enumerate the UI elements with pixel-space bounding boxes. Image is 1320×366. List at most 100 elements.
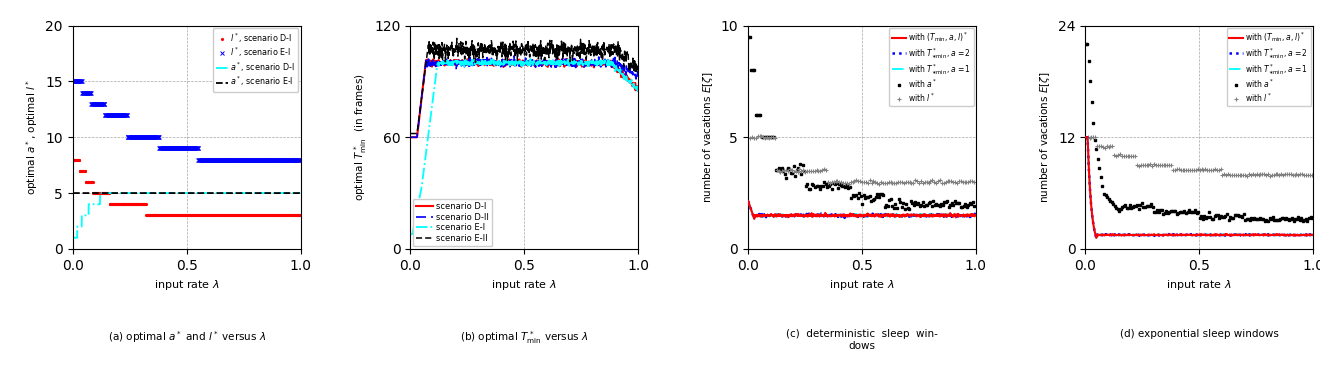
- with $T^*_{\ast\min}$, $a=2$: [1118, 232, 1134, 237]
- with $a^*$: [1286, 219, 1302, 224]
- Text: (a) optimal $a^*$ and $l^*$ versus $\lambda$: (a) optimal $a^*$ and $l^*$ versus $\lam…: [107, 329, 265, 345]
- $a^*$, scenario D-I: [92, 191, 108, 195]
- with $T^*_{\ast\min}$, $a=2$: [875, 213, 891, 217]
- with $T^*_{\ast\min}$, $a=1$: [799, 213, 814, 218]
- with $l^*$: [1239, 173, 1255, 178]
- $l^*$, scenario E-I: [251, 157, 267, 162]
- with $(T_{\min}, a, l)^*$: [1078, 135, 1094, 139]
- with $l^*$: [866, 179, 882, 183]
- with $T^*_{\ast\min}$, $a=2$: [912, 214, 928, 218]
- with $T^*_{\ast\min}$, $a=1$: [892, 214, 908, 218]
- with $a^*$: [1234, 214, 1250, 219]
- with $(T_{\min}, a, l)^*$: [1181, 233, 1197, 237]
- scenario E-I: [599, 60, 615, 64]
- scenario E-II: [417, 72, 433, 76]
- with $l^*$: [1205, 168, 1221, 172]
- Line: with $T^*_{\ast\min}$, $a=2$: with $T^*_{\ast\min}$, $a=2$: [1086, 137, 1313, 238]
- with $T^*_{\ast\min}$, $a=2$: [781, 214, 797, 219]
- $l^*$, scenario D-I: [65, 157, 81, 162]
- with $T^*_{\ast\min}$, $a=1$: [1137, 233, 1152, 237]
- $l^*$, scenario D-I: [139, 213, 154, 217]
- scenario D-I: [541, 61, 557, 66]
- with $T^*_{\ast\min}$, $a=2$: [892, 212, 908, 217]
- with $a^*$: [1167, 209, 1183, 213]
- with $T^*_{\ast\min}$, $a=1$: [968, 213, 983, 217]
- with $a^*$: [1205, 217, 1221, 221]
- Line: scenario E-I: scenario E-I: [411, 59, 638, 234]
- scenario E-II: [548, 45, 564, 50]
- $a^*$, scenario D-I: [202, 191, 218, 195]
- Y-axis label: number of vacations $E[\zeta]$: number of vacations $E[\zeta]$: [1039, 71, 1052, 203]
- scenario D-I: [630, 88, 645, 93]
- scenario E-I: [630, 88, 645, 93]
- with $T^*_{\ast\min}$, $a=2$: [746, 217, 762, 221]
- with $T^*_{\ast\min}$, $a=1$: [1250, 233, 1266, 237]
- with $(T_{\min}, a, l)^*$: [968, 213, 983, 217]
- with $T^*_{\ast\min}$, $a=2$: [1230, 232, 1246, 237]
- $a^*$, scenario E-I: [235, 191, 251, 195]
- with $T^*_{\ast\min}$, $a=1$: [746, 217, 762, 221]
- $l^*$, scenario E-I: [173, 146, 189, 151]
- scenario D-I: [535, 62, 550, 66]
- $l^*$, scenario D-I: [268, 213, 284, 217]
- $a^*$, scenario D-I: [235, 191, 251, 195]
- Line: with $(T_{\min}, a, l)^*$: with $(T_{\min}, a, l)^*$: [1086, 137, 1313, 238]
- with $T^*_{\ast\min}$, $a=2$: [1181, 232, 1197, 237]
- scenario D-I: [576, 59, 591, 64]
- with $l^*$: [1300, 173, 1316, 178]
- Legend: scenario D-I, scenario D-II, scenario E-I, scenario E-II: scenario D-I, scenario D-II, scenario E-…: [413, 199, 492, 246]
- with $a^*$: [896, 206, 912, 211]
- Line: with $T^*_{\ast\min}$, $a=2$: with $T^*_{\ast\min}$, $a=2$: [748, 201, 975, 219]
- $l^*$, scenario E-I: [174, 146, 190, 151]
- with $(T_{\min}, a, l)^*$: [781, 213, 797, 218]
- Text: (c)  deterministic  sleep  win-
dows: (c) deterministic sleep win- dows: [785, 329, 937, 351]
- $l^*$, scenario D-I: [275, 213, 290, 217]
- with $l^*$: [958, 180, 974, 184]
- $l^*$, scenario E-I: [292, 157, 308, 162]
- Line: with $l^*$: with $l^*$: [1084, 135, 1313, 178]
- Y-axis label: optimal $a^*$, optimal $l^*$: optimal $a^*$, optimal $l^*$: [24, 79, 40, 195]
- $l^*$, scenario D-I: [77, 168, 92, 173]
- with $T^*_{\ast\min}$, $a=2$: [968, 213, 983, 218]
- scenario D-II: [403, 135, 418, 139]
- with $a^*$: [1304, 216, 1320, 221]
- with $l^*$: [1236, 173, 1251, 177]
- $a^*$, scenario D-I: [107, 191, 123, 195]
- with $T^*_{\ast\min}$, $a=1$: [1305, 233, 1320, 237]
- $a^*$, scenario D-I: [152, 191, 168, 195]
- scenario E-II: [541, 56, 557, 60]
- with $l^*$: [1140, 163, 1156, 167]
- with $l^*$: [966, 180, 982, 184]
- $l^*$, scenario D-I: [87, 191, 103, 195]
- with $l^*$: [1261, 172, 1276, 176]
- with $(T_{\min}, a, l)^*$: [1250, 233, 1266, 238]
- Line: with $(T_{\min}, a, l)^*$: with $(T_{\min}, a, l)^*$: [748, 201, 975, 219]
- with $a^*$: [867, 195, 883, 199]
- with $l^*$: [919, 179, 935, 184]
- scenario E-II: [599, 45, 615, 49]
- with $T^*_{\ast\min}$, $a=2$: [1089, 236, 1105, 240]
- Line: $l^*$, scenario E-I: $l^*$, scenario E-I: [71, 79, 302, 162]
- scenario E-I: [576, 63, 591, 68]
- with $(T_{\min}, a, l)^*$: [892, 214, 908, 219]
- $a^*$, scenario E-I: [65, 191, 81, 195]
- with $a^*$: [741, 35, 756, 39]
- scenario D-II: [630, 76, 645, 80]
- $l^*$, scenario E-I: [187, 146, 203, 151]
- scenario E-II: [630, 63, 645, 67]
- with $a^*$: [1078, 42, 1094, 46]
- with $T^*_{\ast\min}$, $a=1$: [1089, 236, 1105, 240]
- Legend: with $(T_{\min}, a, l)^*$, with $T^*_{\ast\min}$, $a=2$, with $T^*_{\ast\min}$, : with $(T_{\min}, a, l)^*$, with $T^*_{\a…: [890, 28, 974, 107]
- with $l^*$: [896, 180, 912, 185]
- $a^*$, scenario E-I: [152, 191, 168, 195]
- $l^*$, scenario E-I: [201, 157, 216, 162]
- $l^*$, scenario D-I: [292, 213, 308, 217]
- $a^*$, scenario E-I: [202, 191, 218, 195]
- with $a^*$: [1265, 215, 1280, 219]
- with $T^*_{\ast\min}$, $a=1$: [1181, 233, 1197, 237]
- with $(T_{\min}, a, l)^*$: [1230, 233, 1246, 237]
- with $T^*_{\ast\min}$, $a=1$: [1078, 135, 1094, 139]
- $a^*$, scenario E-I: [213, 191, 228, 195]
- with $a^*$: [966, 204, 982, 208]
- with $T^*_{\ast\min}$, $a=1$: [912, 212, 928, 217]
